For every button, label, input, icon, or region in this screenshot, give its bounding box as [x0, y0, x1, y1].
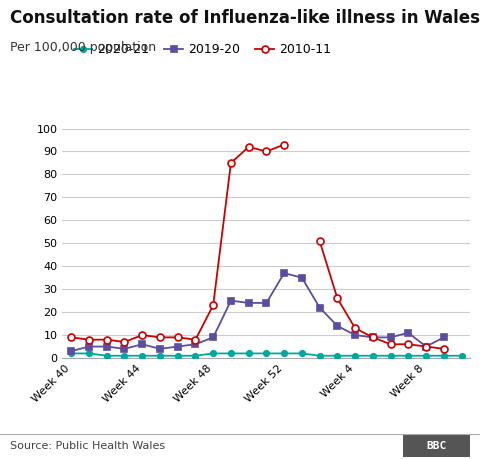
Text: Source: Public Health Wales: Source: Public Health Wales [10, 441, 165, 451]
Text: BBC: BBC [427, 441, 447, 451]
Legend: 2020-21, 2019-20, 2010-11: 2020-21, 2019-20, 2010-11 [69, 39, 336, 62]
Text: Per 100,000 population: Per 100,000 population [10, 41, 156, 54]
Text: Consultation rate of Influenza-like illness in Wales: Consultation rate of Influenza-like illn… [10, 9, 480, 27]
